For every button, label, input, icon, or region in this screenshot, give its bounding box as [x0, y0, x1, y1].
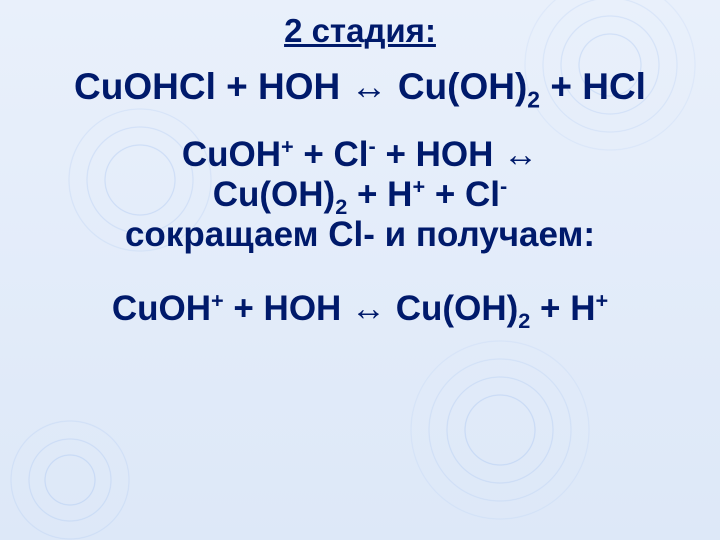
- eq2l1-arrow: ↔: [493, 135, 538, 174]
- eq2l1-b-base: Cl: [334, 135, 369, 174]
- equation-2-line2: Cu(OH)2 + H+ + Cl-: [182, 175, 538, 215]
- eq2l2-b-sup: +: [412, 173, 425, 198]
- eq2l1-b-sup: -: [369, 133, 376, 158]
- eq3-c-sub: 2: [518, 308, 530, 333]
- eq2l2-b-base: H: [387, 175, 412, 214]
- eq2l1-b: Cl-: [334, 135, 376, 174]
- eq3-arrow: ↔: [341, 289, 395, 328]
- note-text: сокращаем Cl- и получаем:: [125, 215, 595, 255]
- eq1-rhs-a: Cu(OH)2: [398, 66, 540, 107]
- eq2l1-c: HOH: [416, 135, 494, 174]
- eq1-arrow: ↔: [340, 66, 398, 107]
- eq3-a-base: CuOH: [112, 289, 211, 328]
- eq2l1-a-base: CuOH: [182, 135, 281, 174]
- equation-1: CuOHCl + HOH ↔ Cu(OH)2 + HCl: [74, 66, 646, 109]
- eq2l2-b: H+: [387, 175, 425, 214]
- eq1-plus1: +: [216, 66, 258, 107]
- eq3-c-base: Cu(OH): [396, 289, 518, 328]
- eq1-rhs-a-base: Cu(OH): [398, 66, 527, 107]
- eq1-plus2: +: [540, 66, 582, 107]
- eq2l1-a: CuOH+: [182, 135, 294, 174]
- eq2l2-c-sup: -: [500, 173, 507, 198]
- eq3-d: H+: [570, 289, 608, 328]
- eq3-a: CuOH+: [112, 289, 224, 328]
- slide: 2 стадия: CuOHCl + HOH ↔ Cu(OH)2 + HCl C…: [0, 0, 720, 540]
- eq2l2-a: Cu(OH)2: [213, 175, 348, 214]
- eq3-d-base: H: [570, 289, 595, 328]
- equation-2-line1: CuOH+ + Cl- + HOH ↔: [182, 135, 538, 175]
- stage-heading: 2 стадия:: [284, 12, 436, 50]
- eq3-plus2: +: [530, 289, 570, 328]
- eq3-d-sup: +: [595, 288, 608, 313]
- eq2l2-a-base: Cu(OH): [213, 175, 335, 214]
- eq2l1-plus2: +: [376, 135, 416, 174]
- eq2l1-plus1: +: [294, 135, 334, 174]
- eq1-rhs-b: HCl: [582, 66, 646, 107]
- eq3-b: HOH: [264, 289, 342, 328]
- eq2l1-a-sup: +: [281, 133, 294, 158]
- eq1-lhs-a: CuOHCl: [74, 66, 216, 107]
- eq2l2-c-base: Cl: [465, 175, 500, 214]
- equation-2: CuOH+ + Cl- + HOH ↔ Cu(OH)2 + H+ + Cl-: [182, 135, 538, 216]
- eq2l2-plus1: +: [347, 175, 387, 214]
- eq2l2-plus2: +: [425, 175, 465, 214]
- eq3-plus1: +: [224, 289, 264, 328]
- eq3-c: Cu(OH)2: [396, 289, 531, 328]
- eq1-lhs-b: HOH: [258, 66, 340, 107]
- eq3-a-sup: +: [211, 288, 224, 313]
- equation-3: CuOH+ + HOH ↔ Cu(OH)2 + H+: [112, 289, 608, 329]
- eq2l2-c: Cl-: [465, 175, 507, 214]
- eq1-rhs-a-sub: 2: [527, 86, 540, 112]
